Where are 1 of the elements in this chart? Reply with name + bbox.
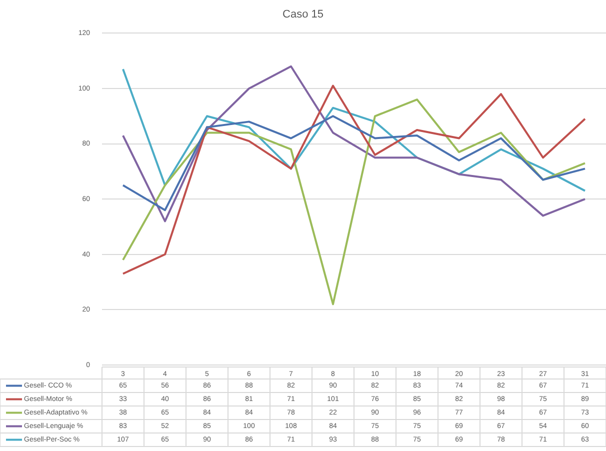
- chart-title: Caso 15: [282, 8, 324, 21]
